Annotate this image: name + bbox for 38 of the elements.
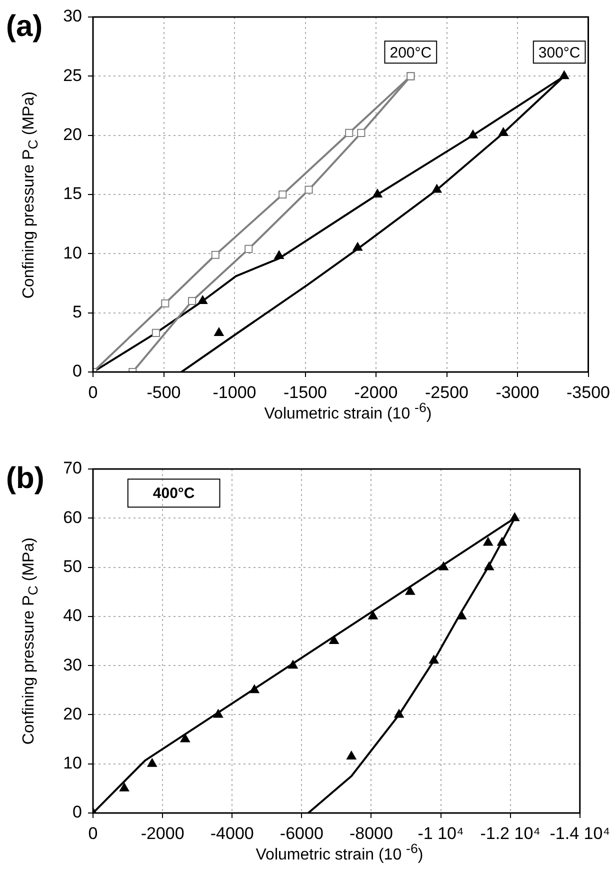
y-tick-label: 70 [63,458,82,478]
x-tick-label: -1 10⁴ [418,824,464,843]
x-tick-label: -4000 [210,824,254,843]
series-label: 200°C [390,44,432,62]
annotation: 400°C [152,485,195,502]
y-tick-label: 60 [63,508,82,527]
x-tick-label: -1000 [212,382,256,402]
y-tick-label: 10 [63,243,82,262]
x-tick-label: -2000 [354,382,398,402]
y-tick-label: 5 [72,302,82,322]
x-tick-label: -2000 [140,824,184,843]
y-tick-label: 20 [63,704,82,724]
x-tick-label: -1.2 10⁴ [480,824,540,843]
y-tick-label: 50 [63,556,82,576]
x-tick-label: -2500 [425,382,468,402]
x-tick-label: 0 [88,382,98,402]
y-tick-label: 0 [72,362,82,381]
x-axis-title: Volumetric strain (10 $^{-6}$) [254,841,424,864]
y-tick-label: 20 [63,125,82,144]
x-axis-title: Volumetric strain (10 $^{-6}$) [263,400,433,424]
y-tick-label: 30 [63,6,82,26]
y-tick-label: 15 [63,184,82,204]
x-tick-label: -3500 [566,382,610,402]
y-tick-label: 25 [63,66,82,85]
y-tick-label: 30 [63,655,82,674]
y-tick-label: 40 [63,606,82,626]
x-tick-label: -6000 [280,824,324,843]
chart-title: (a) [6,10,43,43]
y-tick-label: 10 [63,754,82,773]
series-label: 300°C [538,44,580,62]
x-tick-label: -8000 [349,824,393,843]
x-tick-label: -3000 [496,382,540,402]
x-tick-label: -1.4 10⁴ [550,824,610,843]
x-tick-label: 0 [88,824,98,843]
x-tick-label: -500 [146,382,181,402]
y-tick-label: 0 [72,802,82,822]
chart-title: (b) [6,462,44,495]
x-tick-label: -1500 [284,382,327,402]
